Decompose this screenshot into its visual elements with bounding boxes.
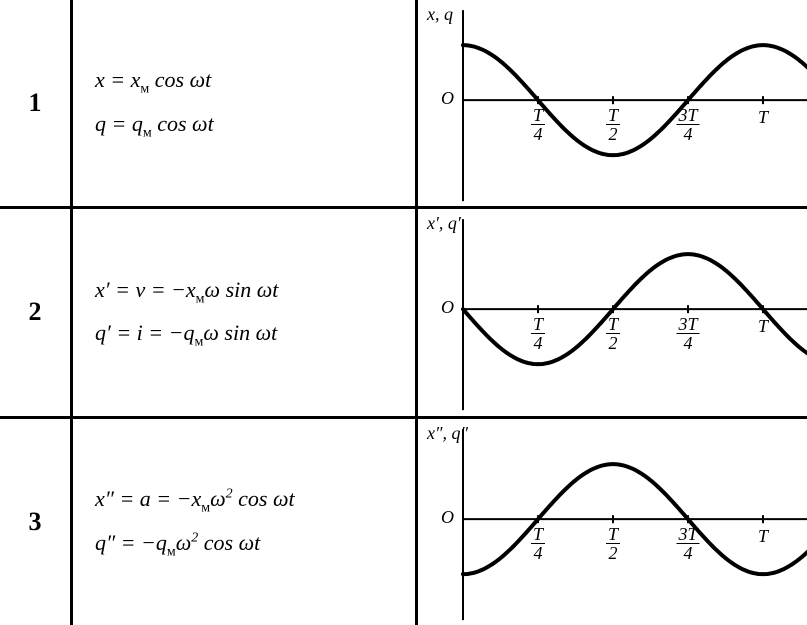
axis-tick-label: T4	[531, 106, 545, 143]
axis-tick-label: T	[758, 527, 768, 545]
plot-cell-3: x″, q″ O T4 T2 3T4 T	[418, 419, 807, 625]
equations-cell: x′ = v = −xмω sin ωt q′ = i = −qмω sin ω…	[70, 209, 418, 415]
y-axis-label: x″, q″	[427, 423, 468, 444]
axis-tick-label: 3T4	[676, 315, 699, 352]
row-number: 3	[0, 419, 70, 625]
axis-tick-label: T4	[531, 315, 545, 352]
equations-cell: x = xм cos ωt q = qм cos ωt	[70, 0, 418, 206]
origin-label: O	[441, 88, 454, 109]
equations-cell: x″ = a = −xмω2 cos ωt q″ = −qмω2 cos ωt	[70, 419, 418, 625]
axis-tick-label: T2	[606, 106, 620, 143]
row-3: 3 x″ = a = −xмω2 cos ωt q″ = −qмω2 cos ω…	[0, 416, 807, 625]
axis-tick-label: T4	[531, 525, 545, 562]
axis-tick-label: T2	[606, 525, 620, 562]
equation-xprime: x′ = v = −xмω sin ωt	[95, 269, 415, 313]
equation-qprime: q′ = i = −qмω sin ωt	[95, 312, 415, 356]
oscillation-table: 1 x = xм cos ωt q = qм cos ωt x, qOT4T23…	[0, 0, 807, 625]
axis-tick-label: 3T4	[676, 106, 699, 143]
plot-cell-1: x, q O T4 T2 3T4 T	[418, 0, 807, 206]
origin-label: O	[441, 297, 454, 318]
plot-svg	[418, 419, 807, 625]
plot-svg	[418, 209, 807, 415]
row-number: 1	[0, 0, 70, 206]
equation-x: x = xм cos ωt	[95, 59, 415, 103]
y-axis-label: x, q	[427, 4, 453, 25]
axis-tick-label: 3T4	[676, 525, 699, 562]
row-number: 2	[0, 209, 70, 415]
plot-cell-2: x′, q′ O T4 T2 3T4 T	[418, 209, 807, 415]
origin-label: O	[441, 507, 454, 528]
row-2: 2 x′ = v = −xмω sin ωt q′ = i = −qмω sin…	[0, 206, 807, 415]
axis-tick-label: T	[758, 108, 768, 126]
y-axis-label: x′, q′	[427, 213, 461, 234]
equation-qpp: q″ = −qмω2 cos ωt	[95, 522, 415, 566]
axis-tick-label: T	[758, 317, 768, 335]
row-1: 1 x = xм cos ωt q = qм cos ωt x, q O T4 T2 3…	[0, 0, 807, 206]
equation-q: q = qм cos ωt	[95, 103, 415, 147]
equation-xpp: x″ = a = −xмω2 cos ωt	[95, 478, 415, 522]
plot-svg	[418, 0, 807, 206]
axis-tick-label: T2	[606, 315, 620, 352]
